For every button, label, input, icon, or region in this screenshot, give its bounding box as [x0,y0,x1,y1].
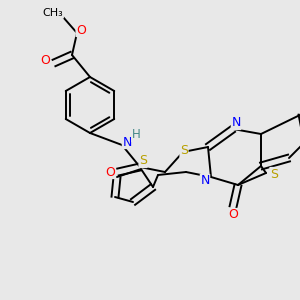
Text: O: O [40,55,50,68]
Text: N: N [231,116,241,130]
Text: O: O [76,23,86,37]
Text: N: N [200,175,210,188]
Text: O: O [105,166,115,178]
Text: S: S [139,154,147,167]
Text: H: H [132,128,140,142]
Text: S: S [180,145,188,158]
Text: N: N [122,136,132,148]
Text: S: S [270,167,278,181]
Text: CH₃: CH₃ [43,8,63,18]
Text: O: O [228,208,238,221]
